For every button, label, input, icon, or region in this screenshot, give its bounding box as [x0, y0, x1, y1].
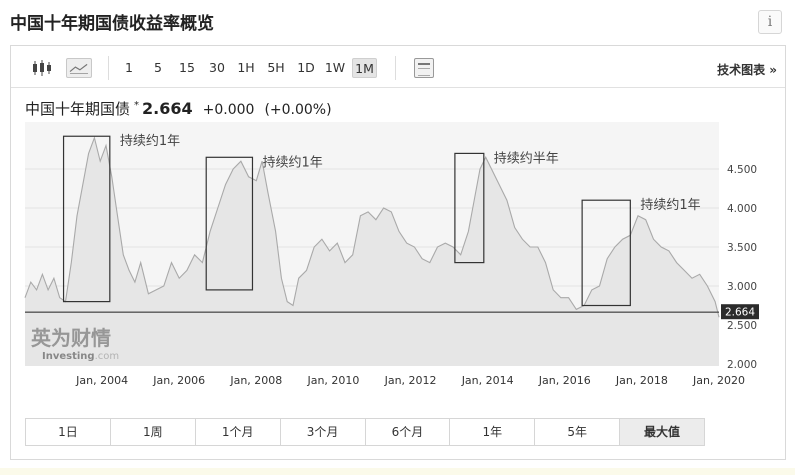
range-1y[interactable]: 1年: [450, 419, 536, 445]
annotation-box: [62, 135, 111, 303]
annotation-label: 持续约半年: [494, 151, 559, 166]
x-tick-label: Jan, 2018: [615, 374, 668, 387]
area-series: [24, 135, 720, 366]
x-axis: Jan, 2004 Jan, 2006 Jan, 2008 Jan, 2010 Jan,…: [75, 374, 745, 387]
period-1m[interactable]: 1M: [352, 58, 377, 78]
line-chart-icon[interactable]: [66, 58, 92, 78]
y-tick-label: 4.500: [727, 164, 757, 176]
footer-band: [0, 468, 795, 475]
y-tick-label: 2.500: [727, 320, 757, 332]
watermark-en-bold: Investing: [42, 351, 95, 362]
x-tick-label: Jan, 2010: [306, 374, 359, 387]
instrument-name: 中国十年期国债: [25, 100, 131, 118]
x-tick-label: Jan, 2008: [229, 374, 282, 387]
range-selector: 1日 1周 1个月 3个月 6个月 1年 5年 最大值: [25, 418, 705, 446]
y-tick-label: 2.000: [727, 359, 757, 371]
period-30[interactable]: 30: [209, 60, 225, 75]
annotation-label: 持续约1年: [120, 134, 180, 149]
current-value-label: 2.664: [725, 307, 755, 319]
period-1d[interactable]: 1D: [297, 60, 315, 75]
period-1h[interactable]: 1H: [237, 60, 255, 75]
period-5h[interactable]: 5H: [267, 60, 285, 75]
chart-widget: 1 5 15 30 1H 5H 1D 1W 1M 技术图表 » 中国十年期国债 *…: [10, 45, 786, 460]
annotation-box: [454, 152, 485, 264]
y-tick-label: 3.000: [727, 281, 757, 293]
range-3m[interactable]: 3个月: [280, 419, 366, 445]
range-5y[interactable]: 5年: [535, 419, 621, 445]
price-change: +0.000: [202, 102, 255, 118]
y-axis: 2.000 2.500 3.000 3.500 4.000 4.500: [727, 164, 757, 371]
watermark: 英为财情 Investing.com: [31, 326, 119, 362]
current-value-tag-bg: [721, 304, 759, 320]
current-value-line: 2.664: [25, 304, 759, 320]
x-tick-label: Jan, 2004: [75, 374, 128, 387]
range-6m[interactable]: 6个月: [365, 419, 451, 445]
watermark-cn: 英为财情: [31, 326, 111, 350]
calendar-icon[interactable]: [414, 58, 434, 78]
chart-toolbar: 1 5 15 30 1H 5H 1D 1W 1M 技术图表 »: [11, 46, 785, 88]
period-1[interactable]: 1: [125, 60, 133, 75]
y-tick-label: 3.500: [727, 242, 757, 254]
delayed-star: *: [134, 100, 140, 112]
area-fill: [25, 137, 719, 366]
x-tick-label: Jan, 2014: [461, 374, 514, 387]
info-icon[interactable]: i: [758, 10, 782, 34]
candlestick-icon[interactable]: [31, 58, 53, 78]
range-1w[interactable]: 1周: [110, 419, 196, 445]
y-tick-label: 4.000: [727, 203, 757, 215]
period-1w[interactable]: 1W: [324, 60, 346, 75]
toolbar-separator: [395, 56, 396, 80]
range-max[interactable]: 最大值: [620, 419, 704, 445]
x-tick-label: Jan, 2012: [384, 374, 437, 387]
annotation-box: [205, 156, 254, 291]
range-1m[interactable]: 1个月: [195, 419, 281, 445]
current-price: 2.664: [142, 99, 193, 118]
price-change-pct: (+0.00%): [264, 102, 332, 118]
toolbar-separator: [108, 56, 109, 80]
period-5[interactable]: 5: [154, 60, 162, 75]
x-tick-label: Jan, 2006: [152, 374, 205, 387]
watermark-en-light: .com: [95, 351, 120, 362]
x-tick-label: Jan, 2016: [538, 374, 591, 387]
watermark-en: Investing.com: [42, 351, 119, 362]
period-15[interactable]: 15: [179, 60, 195, 75]
tech-chart-link[interactable]: 技术图表 »: [717, 63, 777, 77]
annotation-label: 持续约1年: [640, 198, 700, 213]
quote-line: 中国十年期国债 * 2.664 +0.000 (+0.00%): [25, 98, 332, 119]
x-tick-label: Jan, 2020: [692, 374, 745, 387]
series-line: [24, 135, 720, 318]
page-title: 中国十年期国债收益率概览: [10, 14, 214, 34]
annotation-label: 持续约1年: [262, 155, 322, 170]
annotation-box: [581, 199, 631, 307]
range-1d[interactable]: 1日: [26, 419, 111, 445]
